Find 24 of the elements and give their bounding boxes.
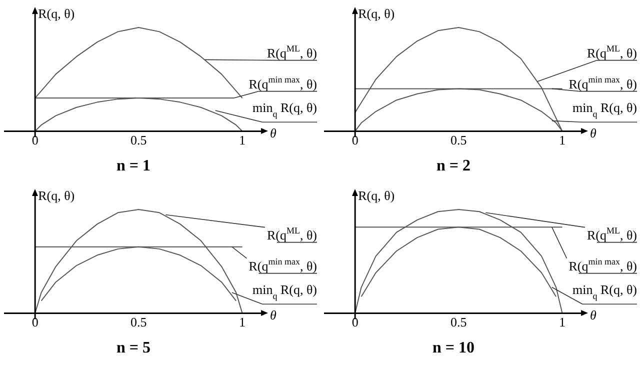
x-tick-label: 0 [32, 314, 38, 330]
x-tick-label: 1 [239, 314, 246, 330]
x-tick-label: 0.5 [450, 314, 467, 330]
y-axis-title: R(q, θ) [38, 188, 75, 203]
text: n = 2 [436, 158, 471, 175]
x-axis-title: θ [270, 308, 277, 323]
x-tick-label: 0.5 [130, 314, 147, 330]
x-tick-label: 0 [32, 132, 38, 148]
x-tick-label: 1 [559, 132, 566, 148]
x-axis-title: θ [590, 126, 597, 141]
y-axis-title: R(q, θ) [358, 6, 395, 21]
y-axis-title: R(q, θ) [38, 6, 75, 21]
x-tick-label: 0 [352, 132, 358, 148]
x-axis-title: θ [270, 126, 277, 141]
y-axis-title: R(q, θ) [358, 188, 395, 203]
x-tick-label: 1 [239, 132, 246, 148]
x-tick-label: 1 [559, 314, 566, 330]
text: n = 10 [432, 340, 475, 357]
x-tick-label: 0 [352, 314, 358, 330]
text: n = 1 [116, 158, 151, 175]
x-tick-label: 0.5 [130, 132, 147, 148]
x-tick-label: 0.5 [450, 132, 467, 148]
text: n = 5 [116, 340, 151, 357]
x-axis-title: θ [590, 308, 597, 323]
